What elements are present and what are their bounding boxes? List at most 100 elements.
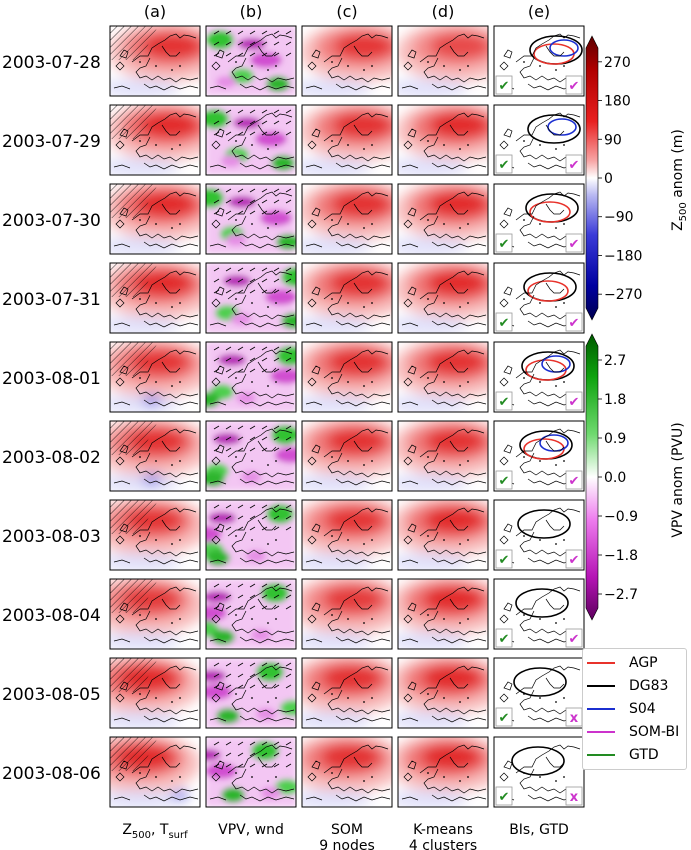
- panel-0-0: [109, 25, 201, 97]
- panel-1-8: [205, 657, 297, 729]
- som-bi-mark: ✔: [569, 79, 580, 94]
- row-date-label: 2003-07-30: [2, 211, 101, 231]
- panel-frame: [493, 578, 585, 650]
- panel-frame: [205, 499, 297, 571]
- gtd-mark: ✔: [499, 395, 510, 410]
- som-bi-mark: x: [570, 711, 579, 726]
- gtd-mark-box: [495, 391, 513, 411]
- legend-entry: SOM-BI: [587, 722, 685, 742]
- colorbar-z500-tick-label: 0: [604, 171, 613, 187]
- panel-4-4: ✔ ✔: [493, 341, 585, 413]
- panel-frame: [109, 183, 201, 255]
- panel-4-7: ✔ ✔: [493, 578, 585, 650]
- som-bi-mark: ✔: [569, 632, 580, 647]
- panel-0-4: [109, 341, 201, 413]
- panel-4-1: ✔ ✔: [493, 104, 585, 176]
- row-date-label: 2003-07-31: [2, 290, 101, 310]
- gtd-mark: ✔: [499, 79, 510, 94]
- panel-frame: [493, 736, 585, 808]
- colorbar-z500-tick-label: −180: [604, 248, 642, 264]
- panel-4-5: ✔ ✔: [493, 420, 585, 492]
- gtd-mark: ✔: [499, 158, 510, 173]
- panel-frame: [109, 341, 201, 413]
- panel-frame: [493, 341, 585, 413]
- som-bi-mark-box: [565, 391, 583, 411]
- panel-1-1: [205, 104, 297, 176]
- panel-frame: [109, 578, 201, 650]
- gtd-mark-box: [495, 707, 513, 727]
- panel-frame: [397, 25, 489, 97]
- som-bi-mark-box: [565, 470, 583, 490]
- panel-frame: [493, 104, 585, 176]
- panel-frame: [397, 657, 489, 729]
- panel-2-2: [301, 183, 393, 255]
- panel-1-3: [205, 262, 297, 334]
- colorbar-z500-tick-label: 270: [604, 55, 631, 71]
- panel-frame: [301, 183, 393, 255]
- panel-frame: [493, 183, 585, 255]
- row-date-label: 2003-08-03: [2, 527, 101, 547]
- panel-4-9: ✔ x: [493, 736, 585, 808]
- row-date-label: 2003-07-29: [2, 132, 101, 152]
- panel-frame: [493, 25, 585, 97]
- panel-0-5: [109, 420, 201, 492]
- som-bi-mark-box: [565, 786, 583, 806]
- legend-label: AGP: [629, 655, 658, 671]
- som-bi-mark: ✔: [569, 158, 580, 173]
- panel-frame: [301, 736, 393, 808]
- row-date-label: 2003-08-05: [2, 685, 101, 705]
- panel-3-6: [397, 499, 489, 571]
- som-bi-mark-box: [565, 154, 583, 174]
- column-label: Z500, Tsurf: [122, 822, 188, 841]
- colorbar-vpv-tick-label: 2.7: [604, 353, 626, 369]
- som-bi-mark: ✔: [569, 316, 580, 331]
- gtd-mark-box: [495, 233, 513, 253]
- panel-frame: [301, 104, 393, 176]
- panel-frame: [301, 262, 393, 334]
- panel-frame: [397, 183, 489, 255]
- gtd-mark-box: [495, 549, 513, 569]
- panel-3-0: [397, 25, 489, 97]
- som-bi-mark: ✔: [569, 474, 580, 489]
- som-bi-mark: x: [570, 790, 579, 805]
- gtd-mark-box: [495, 75, 513, 95]
- panel-frame: [205, 104, 297, 176]
- panel-0-8: [109, 657, 201, 729]
- gtd-mark-box: [495, 312, 513, 332]
- panel-3-7: [397, 578, 489, 650]
- panel-0-2: [109, 183, 201, 255]
- panel-2-7: [301, 578, 393, 650]
- gtd-mark-box: [495, 470, 513, 490]
- column-label: VPV, wnd: [218, 822, 284, 838]
- gtd-mark: ✔: [499, 474, 510, 489]
- gtd-mark-box: [495, 628, 513, 648]
- panel-frame: [397, 420, 489, 492]
- legend-swatch: [587, 754, 615, 756]
- row-date-label: 2003-08-06: [2, 764, 101, 784]
- panel-2-6: [301, 499, 393, 571]
- colorbar-z500-tick-label: 90: [604, 132, 622, 148]
- legend-swatch: [587, 662, 615, 664]
- colorbar-z500-tick-label: −90: [604, 210, 634, 226]
- som-bi-mark: ✔: [569, 395, 580, 410]
- panel-frame: [205, 420, 297, 492]
- legend-swatch: [587, 708, 615, 710]
- panel-0-7: [109, 578, 201, 650]
- legend-entry: DG83: [587, 676, 685, 696]
- panel-3-2: [397, 183, 489, 255]
- panel-frame: [493, 420, 585, 492]
- colorbar-vpv-tick-label: −0.9: [604, 509, 638, 525]
- panel-3-3: [397, 262, 489, 334]
- colorbar-vpv-tick-label: 0.9: [604, 431, 626, 447]
- gtd-mark: ✔: [499, 237, 510, 252]
- legend-label: GTD: [629, 747, 659, 763]
- legend-swatch: [587, 731, 615, 733]
- panel-4-6: ✔ ✔: [493, 499, 585, 571]
- panel-frame: [397, 341, 489, 413]
- panel-frame: [493, 499, 585, 571]
- panel-frame: [397, 499, 489, 571]
- gtd-mark-box: [495, 154, 513, 174]
- row-date-label: 2003-08-02: [2, 448, 101, 468]
- colorbar-vpv-tick-label: −2.7: [604, 587, 638, 603]
- panel-frame: [301, 657, 393, 729]
